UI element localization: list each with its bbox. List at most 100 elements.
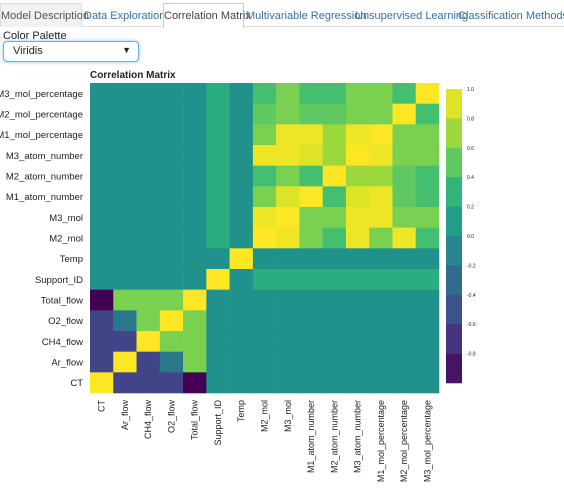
heatmap-cell [369, 186, 393, 208]
heatmap-cell [369, 145, 393, 166]
heatmap-cell [206, 372, 230, 394]
heatmap-cell [159, 186, 184, 208]
heatmap-cell [229, 186, 254, 208]
heatmap-cell [276, 351, 300, 373]
tab-classification-methods[interactable]: Classification Methods [458, 10, 564, 22]
heatmap-cell [392, 289, 417, 311]
heatmap-cell [345, 331, 370, 352]
heatmap-cell [392, 269, 417, 290]
heatmap-cell [90, 331, 114, 352]
heatmap-cell [113, 227, 137, 249]
heatmap-cell [345, 207, 370, 228]
heatmap-cell [113, 103, 137, 125]
heatmap-cell [276, 372, 300, 394]
heatmap-cell [206, 269, 230, 290]
heatmap-cell [345, 103, 370, 125]
column-label: M1_atom_number [306, 400, 316, 473]
heatmap-cell [90, 372, 114, 394]
heatmap-cell [229, 103, 254, 125]
colorbar-segment [446, 324, 462, 354]
heatmap-cell [322, 186, 347, 208]
heatmap-cell [392, 124, 417, 146]
column-label: M3_mol [283, 400, 293, 432]
color-palette-selected-value: Viridis [13, 45, 43, 57]
heatmap-cell [345, 186, 370, 208]
heatmap-cell [392, 331, 417, 352]
heatmap-cell [206, 83, 230, 104]
heatmap-cell [252, 248, 277, 270]
tab-multivariable-regression[interactable]: Multivariable Regression [246, 10, 367, 22]
column-label: M2_mol_percentage [399, 400, 409, 482]
heatmap-cell [345, 289, 370, 311]
colorbar-tick-label: 0.0 [467, 234, 474, 240]
column-label: M2_mol [260, 400, 270, 432]
heatmap-cell [90, 207, 114, 228]
tab-correlation-matrix[interactable]: Correlation Matrix [163, 3, 251, 28]
color-palette-select[interactable]: Viridis ▼ [3, 41, 139, 62]
row-label: M2_mol [49, 234, 83, 245]
heatmap-cell [159, 269, 184, 290]
tab-unsupervised-learning[interactable]: Unsupervised Learning [355, 10, 469, 22]
heatmap-cell [229, 248, 254, 270]
heatmap-cell [252, 289, 277, 311]
heatmap-cell [252, 351, 277, 373]
heatmap-cell [90, 83, 114, 104]
heatmap-cell [206, 227, 230, 249]
heatmap-cell [276, 124, 300, 146]
heatmap-cell [113, 207, 137, 228]
heatmap-cell [276, 310, 300, 332]
heatmap-cell [345, 372, 370, 394]
heatmap-cell [159, 331, 184, 352]
heatmap-cell [415, 124, 440, 146]
heatmap-cell [345, 351, 370, 373]
heatmap-cell [345, 165, 370, 187]
heatmap-cell [276, 207, 300, 228]
heatmap-cell [415, 331, 440, 352]
row-label: M2_mol_percentage [0, 110, 83, 121]
row-label: CT [70, 378, 83, 389]
heatmap-cell [299, 227, 323, 249]
heatmap-cell [345, 83, 370, 104]
heatmap-cell [345, 227, 370, 249]
heatmap-cell [159, 83, 184, 104]
chevron-down-icon: ▼ [122, 45, 131, 55]
heatmap-cell [299, 331, 323, 352]
tab-model-description[interactable]: Model Description [0, 3, 89, 27]
colorbar-segment [446, 89, 462, 119]
row-label: M3_mol_percentage [0, 89, 83, 100]
heatmap-cell [299, 351, 323, 373]
heatmap-cell [252, 103, 277, 125]
heatmap-cell [183, 351, 207, 373]
heatmap-cell [136, 145, 161, 166]
colorbar-tick-label: -0.6 [467, 322, 476, 328]
heatmap-cell [369, 83, 393, 104]
heatmap-cell [392, 186, 417, 208]
colorbar-tick-label: -0.2 [467, 263, 476, 269]
heatmap-cell [299, 83, 323, 104]
heatmap-cell [276, 186, 300, 208]
colorbar-tick-label: -0.8 [467, 352, 476, 358]
heatmap-cell [415, 310, 440, 332]
colorbar-segment [446, 265, 462, 296]
heatmap-cell [415, 289, 440, 311]
heatmap-cell [159, 227, 184, 249]
heatmap-cell [113, 372, 137, 394]
column-label: Support_ID [213, 400, 223, 446]
heatmap-cell [252, 227, 277, 249]
tab-data-exploration[interactable]: Data Exploration [84, 10, 166, 22]
heatmap-cell [299, 289, 323, 311]
heatmap-cell [415, 248, 440, 270]
column-label: Ar_flow [120, 400, 130, 431]
heatmap-cell [113, 289, 137, 311]
heatmap-cell [136, 186, 161, 208]
heatmap-cell [322, 83, 347, 104]
heatmap-cell [299, 165, 323, 187]
colorbar-segment [446, 294, 462, 325]
heatmap-cell [392, 145, 417, 166]
heatmap-cell [369, 227, 393, 249]
heatmap-cell [136, 103, 161, 125]
heatmap-cell [276, 103, 300, 125]
heatmap-cell [322, 331, 347, 352]
heatmap-cell [415, 269, 440, 290]
heatmap-cell [415, 227, 440, 249]
